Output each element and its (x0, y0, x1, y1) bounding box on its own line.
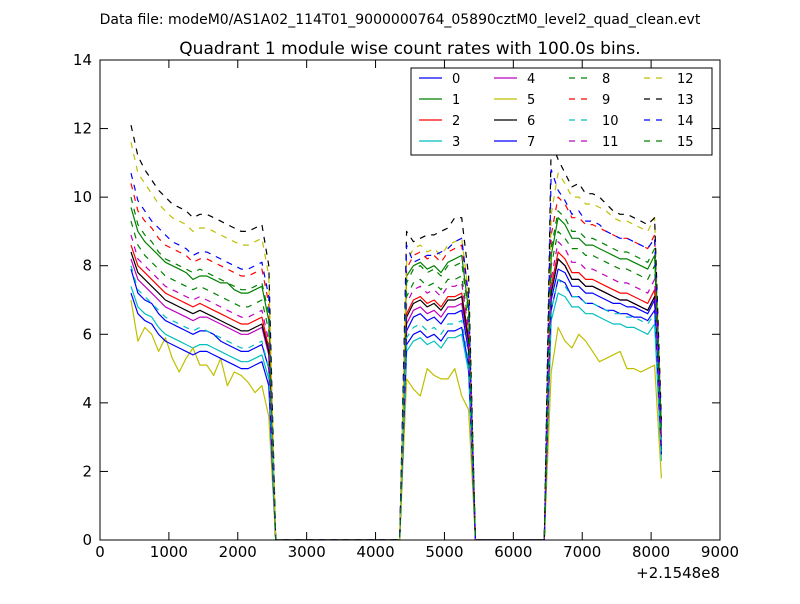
y-tick-label: 8 (82, 257, 92, 275)
axis-ticks: 0 1000 2000 3000 4000 5000 6000 7000 8000 9000 0 2 4… (73, 51, 739, 561)
series-layer (130, 124, 662, 540)
y-tick-label: 12 (73, 120, 92, 138)
y-tick-label: 4 (82, 394, 92, 412)
series-line-1 (130, 207, 662, 540)
series-line-13 (130, 124, 662, 540)
suptitle: Data file: modeM0/AS1A02_114T01_90000007… (100, 12, 701, 28)
chart-title: Quadrant 1 module wise count rates with … (179, 39, 640, 59)
legend-label-10: 10 (602, 114, 619, 129)
series-line-7 (130, 268, 662, 540)
x-tick-label: 5000 (425, 543, 463, 561)
series-line-3 (130, 286, 662, 540)
series-line-15 (130, 196, 662, 540)
legend-label-9: 9 (602, 93, 610, 108)
y-tick-label: 14 (73, 51, 92, 69)
x-tick-label: 6000 (494, 543, 532, 561)
y-tick-label: 2 (82, 462, 92, 480)
series-line-14 (130, 169, 662, 540)
x-offset-label: +2.1548e8 (636, 564, 720, 582)
x-tick-label: 9000 (701, 543, 739, 561)
legend-label-15: 15 (677, 135, 694, 150)
legend-label-2: 2 (452, 114, 460, 129)
y-tick-label: 0 (82, 531, 92, 549)
legend-label-0: 0 (452, 72, 460, 87)
x-tick-label: 3000 (288, 543, 326, 561)
legend-label-4: 4 (527, 72, 535, 87)
series-line-2 (130, 244, 662, 540)
legend-label-5: 5 (527, 93, 535, 108)
series-line-11 (130, 234, 662, 540)
series-line-8 (130, 220, 662, 540)
legend-label-8: 8 (602, 72, 610, 87)
series-line-9 (130, 183, 662, 540)
legend-label-14: 14 (677, 114, 694, 129)
legend-label-13: 13 (677, 93, 694, 108)
x-tick-label: 1000 (150, 543, 188, 561)
legend-label-6: 6 (527, 114, 535, 129)
x-tick-label: 8000 (632, 543, 670, 561)
legend-label-3: 3 (452, 135, 460, 150)
series-line-5 (130, 299, 662, 540)
x-tick-label: 2000 (219, 543, 257, 561)
legend-label-1: 1 (452, 93, 460, 108)
series-line-10 (130, 265, 662, 540)
legend-label-7: 7 (527, 135, 535, 150)
x-tick-label: 0 (95, 543, 105, 561)
legend-label-12: 12 (677, 72, 694, 87)
legend-label-11: 11 (602, 135, 619, 150)
x-tick-label: 4000 (356, 543, 394, 561)
y-tick-label: 10 (73, 188, 92, 206)
x-tick-label: 7000 (563, 543, 601, 561)
plot-frame (99, 59, 721, 541)
y-tick-label: 6 (82, 325, 92, 343)
series-line-6 (130, 251, 662, 540)
